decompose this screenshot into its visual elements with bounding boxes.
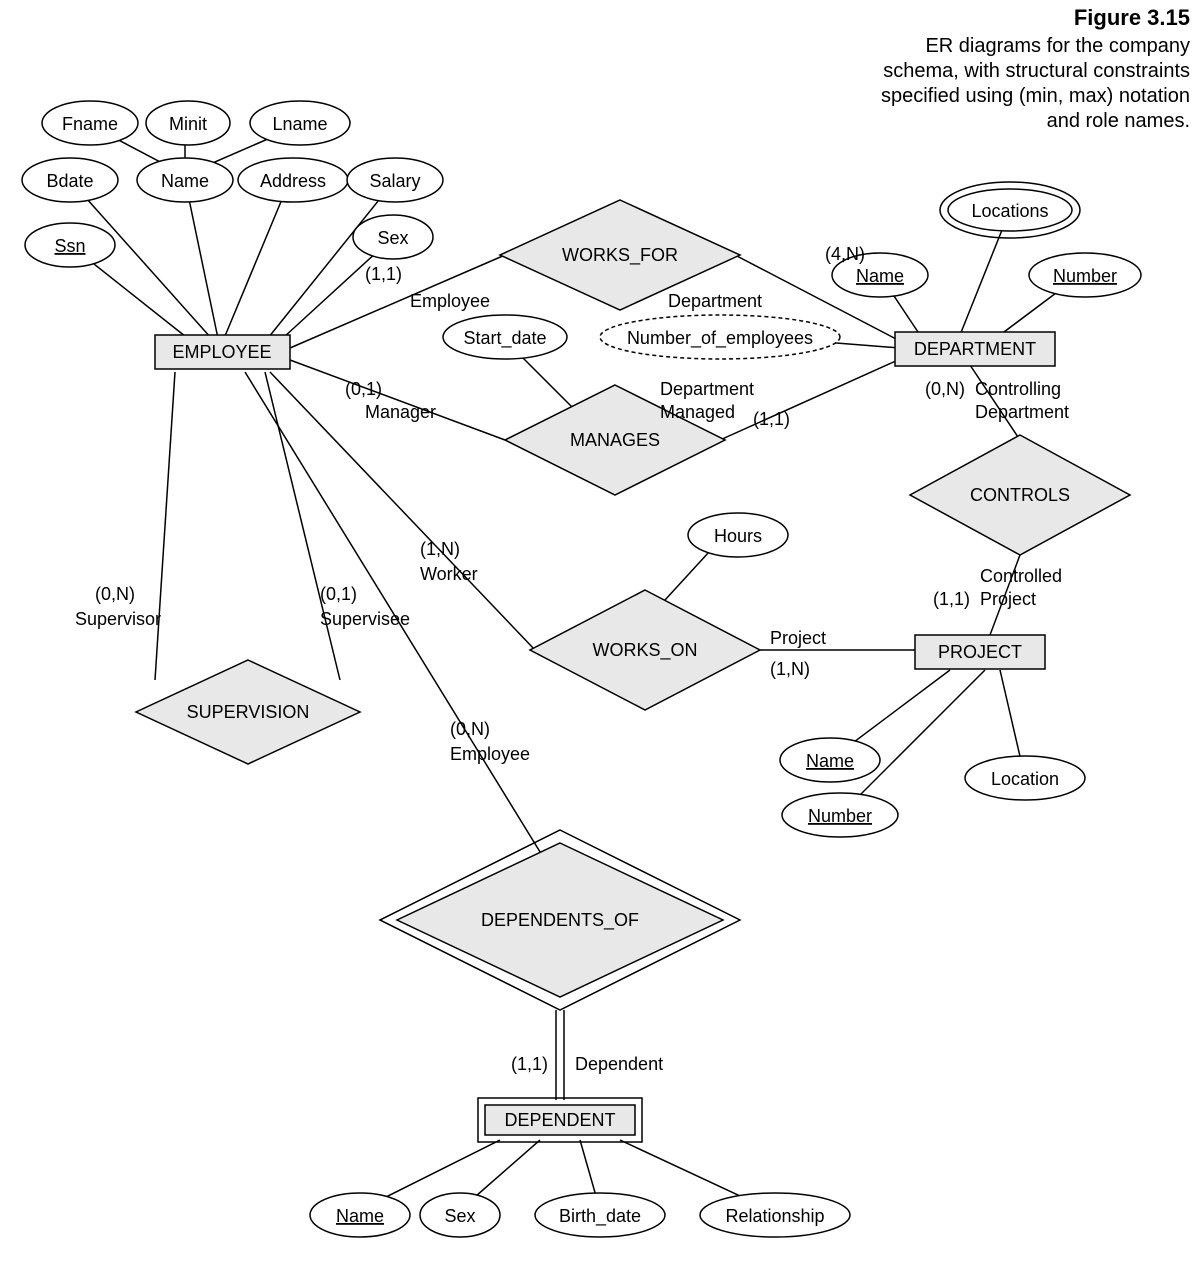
rel-works-on-label: WORKS_ON: [592, 640, 697, 661]
attr-lname-label: Lname: [272, 114, 327, 134]
role-wf-dept: Department: [668, 291, 762, 311]
role-mg-dept-2: Managed: [660, 402, 735, 422]
attr-deprel: Relationship: [700, 1193, 850, 1237]
attr-hours: Hours: [688, 513, 788, 557]
card-ctl-dept: (0,N): [925, 379, 965, 399]
role-wo-emp: Worker: [420, 564, 478, 584]
entity-employee-label: EMPLOYEE: [172, 342, 271, 362]
role-do-emp: Employee: [450, 744, 530, 764]
role-ctl-proj-2: Project: [980, 589, 1036, 609]
attr-ssn: Ssn: [25, 223, 115, 267]
role-sup-se: Supervisee: [320, 609, 410, 629]
attr-address: Address: [238, 158, 348, 202]
edge-emp-supr: [155, 372, 175, 680]
role-ctl-proj-1: Controlled: [980, 566, 1062, 586]
attr-dnumber-label: Number: [1053, 266, 1117, 286]
attr-depname: Name: [310, 1193, 410, 1237]
edge-emp-supe: [265, 372, 340, 680]
rel-dependents-of-label: DEPENDENTS_OF: [481, 910, 639, 931]
entity-project-label: PROJECT: [938, 642, 1022, 662]
attr-name-label: Name: [161, 171, 209, 191]
card-wo-emp: (1,N): [420, 539, 460, 559]
rel-works-for-label: WORKS_FOR: [562, 245, 678, 266]
attr-locations: Locations: [940, 182, 1080, 238]
attr-fname-label: Fname: [62, 114, 118, 134]
attr-dname-label: Name: [856, 266, 904, 286]
edge-emp-mgr: [290, 360, 505, 440]
attr-depname-label: Name: [336, 1206, 384, 1226]
attr-sex: Sex: [353, 215, 433, 259]
attr-noe-label: Number_of_employees: [627, 328, 813, 349]
attr-pname-label: Name: [806, 751, 854, 771]
card-sup-sr: (0,N): [95, 584, 135, 604]
attr-pname: Name: [780, 738, 880, 782]
attr-plocation-label: Location: [991, 769, 1059, 789]
attr-locations-label: Locations: [971, 201, 1048, 221]
attr-pnumber-label: Number: [808, 806, 872, 826]
role-do-dep: Dependent: [575, 1054, 663, 1074]
attr-salary: Salary: [347, 158, 443, 202]
card-wf-emp: (1,1): [365, 264, 402, 284]
attr-bdate-label: Bdate: [46, 171, 93, 191]
edge-name-emp: [185, 180, 220, 348]
entity-department: DEPARTMENT: [895, 332, 1055, 366]
role-mg-emp: Manager: [365, 402, 436, 422]
rel-dependents-of: DEPENDENTS_OF: [380, 830, 740, 1010]
attr-plocation: Location: [965, 756, 1085, 800]
card-ctl-proj: (1,1): [933, 589, 970, 609]
attr-depbirth-label: Birth_date: [559, 1206, 641, 1227]
entity-dependent: DEPENDENT: [478, 1098, 642, 1142]
attr-minit: Minit: [146, 101, 230, 145]
role-wo-proj: Project: [770, 628, 826, 648]
attr-deprel-label: Relationship: [725, 1206, 824, 1226]
card-mg-emp: (0,1): [345, 379, 382, 399]
attr-bdate: Bdate: [22, 158, 118, 202]
card-sup-se: (0,1): [320, 584, 357, 604]
figure-number: Figure 3.15: [1074, 5, 1190, 30]
attr-startdate: Start_date: [443, 315, 567, 359]
entity-dependent-label: DEPENDENT: [504, 1110, 615, 1130]
card-do-dep: (1,1): [511, 1054, 548, 1074]
rel-supervision: SUPERVISION: [136, 660, 360, 764]
attr-dnumber: Number: [1029, 253, 1141, 297]
card-wf-dept: (4,N): [825, 244, 865, 264]
attr-depsex: Sex: [420, 1193, 500, 1237]
rel-manages-label: MANAGES: [570, 430, 660, 450]
attr-startdate-label: Start_date: [463, 328, 546, 349]
role-ctl-dept-1: Controlling: [975, 379, 1061, 399]
attr-fname: Fname: [42, 101, 138, 145]
figure-caption-1: ER diagrams for the company: [925, 35, 1190, 57]
entity-employee: EMPLOYEE: [155, 335, 290, 369]
attr-hours-label: Hours: [714, 526, 762, 546]
role-mg-dept-1: Department: [660, 379, 754, 399]
attr-name: Name: [137, 158, 233, 202]
rel-controls-label: CONTROLS: [970, 485, 1070, 505]
figure-caption-2: schema, with structural constraints: [883, 60, 1190, 82]
card-wo-proj: (1,N): [770, 659, 810, 679]
card-do-emp: (0,N): [450, 719, 490, 739]
edge-mgr-dept: [720, 360, 898, 440]
attr-address-label: Address: [260, 171, 326, 191]
figure-caption-3: specified using (min, max) notation: [881, 85, 1190, 107]
attr-salary-label: Salary: [369, 171, 420, 191]
attr-minit-label: Minit: [169, 114, 207, 134]
entity-department-label: DEPARTMENT: [914, 339, 1036, 359]
attr-lname: Lname: [250, 101, 350, 145]
role-ctl-dept-2: Department: [975, 402, 1069, 422]
attr-ssn-label: Ssn: [54, 236, 85, 256]
rel-supervision-label: SUPERVISION: [187, 702, 310, 722]
entity-project: PROJECT: [915, 635, 1045, 669]
rel-works-on: WORKS_ON: [530, 590, 760, 710]
card-mg-dept: (1,1): [753, 409, 790, 429]
er-diagram: Figure 3.15 ER diagrams for the company …: [0, 0, 1199, 1271]
rel-controls: CONTROLS: [910, 435, 1130, 555]
role-wf-emp: Employee: [410, 291, 490, 311]
role-sup-sr: Supervisor: [75, 609, 161, 629]
attr-depbirth: Birth_date: [535, 1193, 665, 1237]
figure-caption-4: and role names.: [1047, 110, 1190, 132]
attr-depsex-label: Sex: [444, 1206, 475, 1226]
attr-pnumber: Number: [782, 793, 898, 837]
attr-noe: Number_of_employees: [600, 315, 840, 359]
attr-sex-label: Sex: [377, 228, 408, 248]
